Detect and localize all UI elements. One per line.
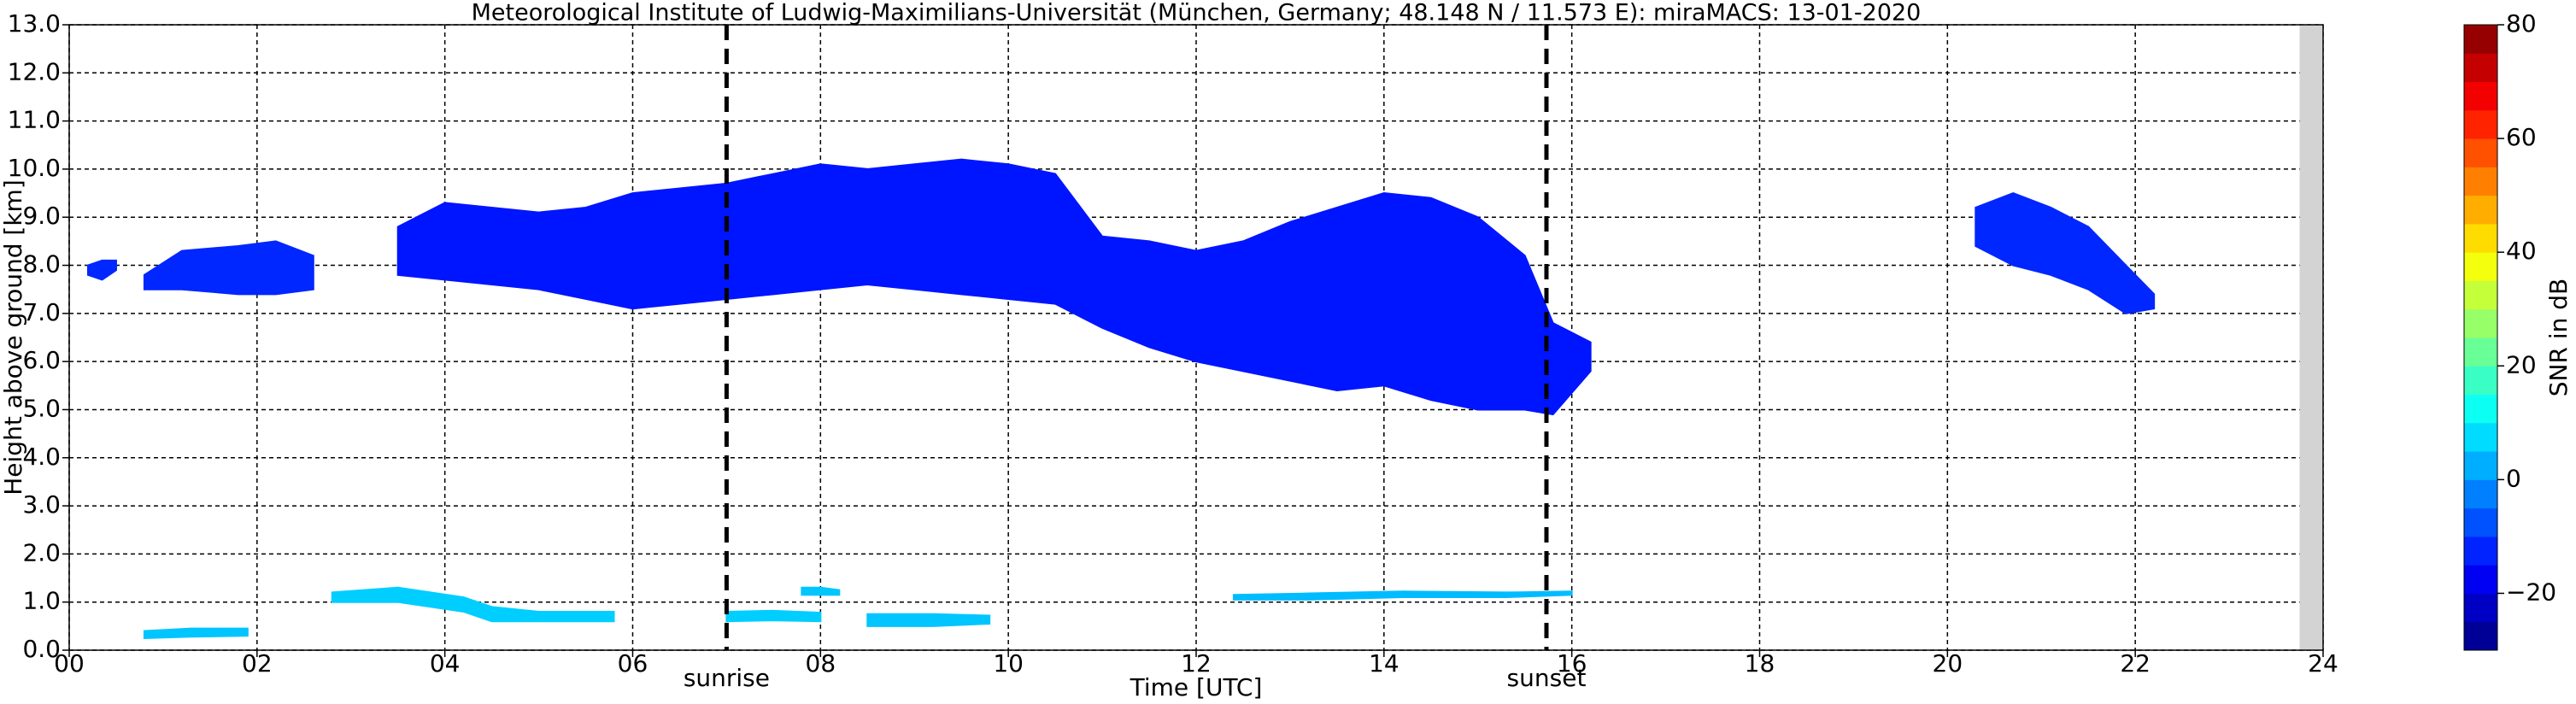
x-tick-label: 18	[1745, 649, 1775, 678]
x-tick-label: 16	[1557, 649, 1587, 678]
y-tick-label: 7.0	[22, 298, 61, 326]
x-tick-label: 14	[1369, 649, 1399, 678]
plot-frame	[68, 24, 2324, 651]
x-tick-label: 10	[993, 649, 1024, 678]
annotation-label: sunset	[1507, 664, 1587, 692]
x-tick-label: 02	[242, 649, 273, 678]
colorbar-tick-label: 40	[2506, 237, 2537, 265]
y-tick-label: 0.0	[22, 635, 61, 663]
x-tick-label: 06	[618, 649, 648, 678]
y-tick-label: 5.0	[22, 394, 61, 422]
colorbar-step	[2464, 621, 2497, 651]
echo-region	[801, 586, 841, 596]
colorbar-step	[2464, 138, 2497, 167]
colorbar-step	[2464, 593, 2497, 623]
colorbar-step	[2464, 565, 2497, 594]
y-tick-label: 11.0	[8, 106, 61, 134]
y-tick-label: 1.0	[22, 587, 61, 615]
echo-region	[86, 259, 117, 281]
colorbar-step	[2464, 451, 2497, 480]
chart-title: Meteorological Institute of Ludwig-Maxim…	[472, 0, 1922, 26]
echo-region	[396, 158, 1592, 416]
colorbar-step	[2464, 366, 2497, 396]
colorbar-tick-label: 0	[2506, 464, 2521, 492]
y-axis-label: Height above ground [km]	[0, 179, 27, 496]
x-axis-label: Time [UTC]	[1130, 673, 1263, 701]
colorbar-step	[2464, 195, 2497, 225]
colorbar-step	[2464, 422, 2497, 452]
no-data	[2299, 25, 2323, 650]
y-tick-label: 13.0	[8, 9, 61, 38]
y-tick-label: 6.0	[22, 346, 61, 374]
x-tick-label: 04	[430, 649, 461, 678]
annotation-label: sunrise	[684, 664, 770, 692]
colorbar-step	[2464, 308, 2497, 338]
y-tick-label: 4.0	[22, 443, 61, 471]
y-tick-label: 9.0	[22, 202, 61, 230]
colorbar-label: SNR in dB	[2544, 279, 2573, 396]
x-tick-label: 22	[2120, 649, 2151, 678]
colorbar-step	[2464, 167, 2497, 197]
echo-region	[866, 613, 991, 627]
y-tick-label: 3.0	[22, 490, 61, 519]
colorbar-step	[2464, 25, 2497, 54]
y-tick-label: 12.0	[8, 57, 61, 85]
colorbar-tick-label: 60	[2506, 123, 2537, 151]
colorbar-step	[2464, 337, 2497, 367]
x-tick-label: 24	[2308, 649, 2338, 678]
x-tick-label: 12	[1181, 649, 1212, 678]
echo-region	[143, 627, 249, 639]
x-tick-label: 08	[806, 649, 836, 678]
y-tick-label: 8.0	[22, 250, 61, 279]
colorbar-step	[2464, 223, 2497, 253]
colorbar-step	[2464, 536, 2497, 566]
colorbar-step	[2464, 394, 2497, 424]
y-tick-label: 2.0	[22, 538, 61, 566]
echo-region	[725, 609, 822, 623]
colorbar-frame	[2463, 24, 2498, 651]
colorbar-tick-label: −20	[2506, 578, 2556, 606]
x-tick-label: 20	[1933, 649, 1963, 678]
colorbar-tick-label: 20	[2506, 350, 2537, 378]
colorbar-tick-label: 80	[2506, 9, 2537, 38]
colorbar-step	[2464, 109, 2497, 139]
x-tick-label: 00	[54, 649, 85, 678]
echo-region	[331, 586, 615, 623]
colorbar-step	[2464, 252, 2497, 281]
colorbar-step	[2464, 81, 2497, 111]
y-tick-label: 10.0	[8, 154, 61, 182]
colorbar-step	[2464, 53, 2497, 83]
echo-region	[143, 240, 314, 296]
echo-region	[1232, 590, 1573, 601]
colorbar-step	[2464, 479, 2497, 509]
colorbar-step	[2464, 280, 2497, 310]
echo-region	[1975, 192, 2156, 314]
colorbar-step	[2464, 507, 2497, 537]
